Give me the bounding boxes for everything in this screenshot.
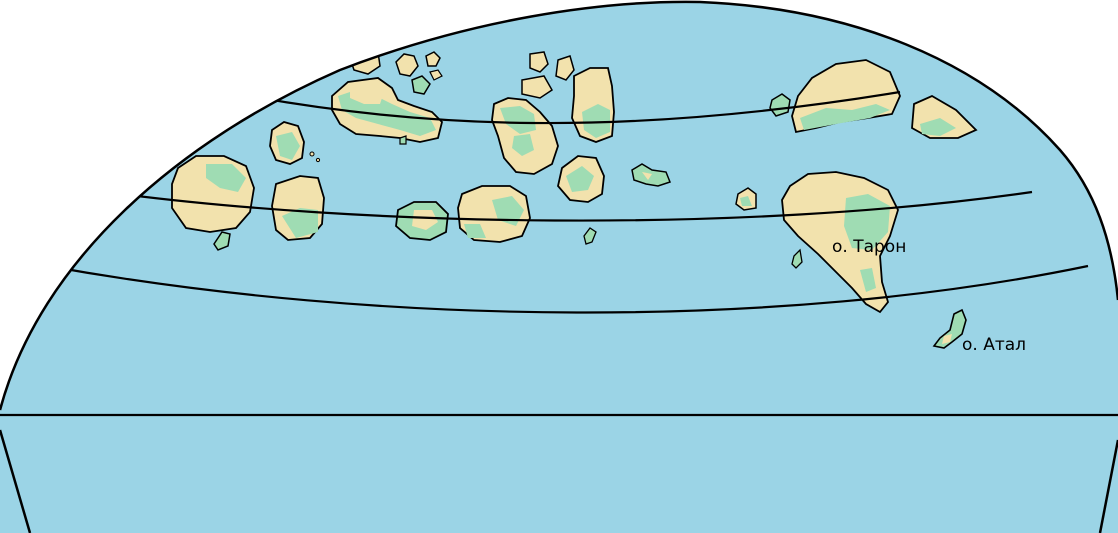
label-taron: о. Тарон (832, 237, 906, 257)
island-west-round (171, 155, 255, 251)
island-tall-north (571, 67, 615, 143)
island-large-northeast (791, 59, 901, 134)
island-west-north (269, 121, 321, 165)
island-central-east (557, 155, 605, 203)
island-west-square (271, 175, 325, 241)
island-small-2 (395, 51, 443, 95)
island-central-north (491, 97, 559, 175)
latitude-line-1 (237, 90, 901, 125)
island-large-north (331, 77, 443, 145)
globe-outline-lower-right (1098, 439, 1118, 533)
latitude-line-3 (47, 264, 1089, 314)
island-small-3 (521, 51, 575, 99)
island-small-east (631, 163, 671, 187)
island-small-east-2 (735, 187, 757, 211)
island-taron (781, 171, 899, 314)
label-atal: о. Атал (962, 335, 1026, 355)
island-northeast-edge (911, 94, 978, 139)
latitude-line-2 (105, 190, 1033, 222)
island-atal (932, 308, 967, 349)
island-central-west (395, 201, 449, 241)
globe-outline (0, 0, 1118, 411)
island-far-left (158, 107, 211, 143)
islands (0, 49, 1118, 417)
island-central (457, 185, 597, 245)
globe-outline-lower-left (0, 429, 32, 533)
